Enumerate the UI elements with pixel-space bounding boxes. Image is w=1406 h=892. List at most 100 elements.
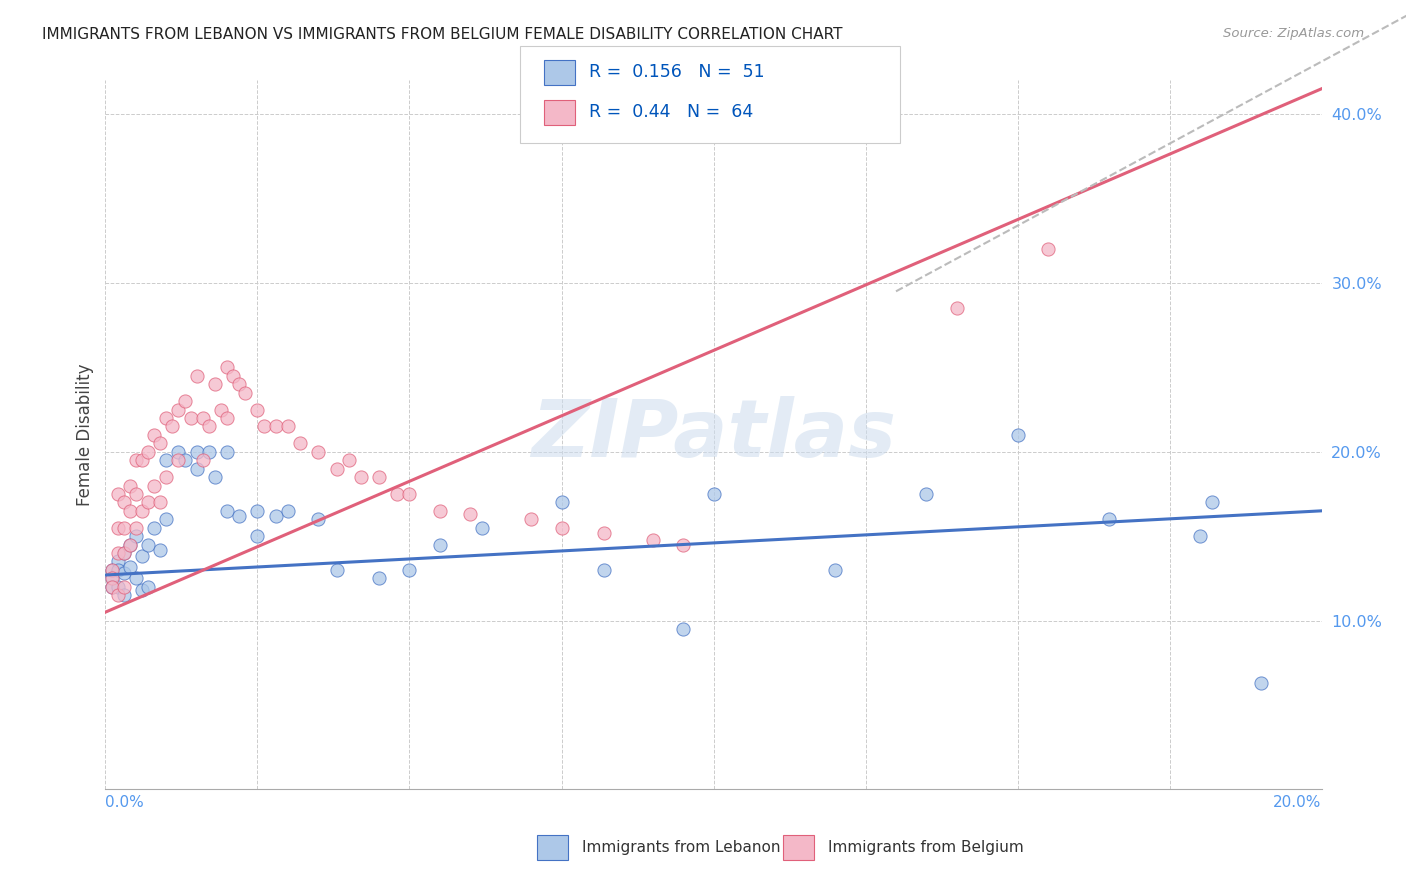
Point	[672, 538, 695, 552]
Point	[100, 571, 122, 585]
Point	[520, 512, 543, 526]
Point	[398, 563, 420, 577]
Point	[155, 453, 177, 467]
Point	[118, 478, 141, 492]
Point	[471, 521, 494, 535]
Point	[186, 368, 208, 383]
Point	[136, 580, 159, 594]
Point	[204, 377, 226, 392]
Point	[107, 580, 129, 594]
Point	[155, 411, 177, 425]
Point	[233, 385, 256, 400]
Point	[191, 453, 214, 467]
Point	[593, 563, 616, 577]
Point	[131, 504, 153, 518]
Point	[209, 402, 232, 417]
Point	[149, 436, 172, 450]
Point	[387, 487, 409, 501]
Point	[112, 566, 135, 581]
Point	[325, 563, 347, 577]
Point	[136, 538, 159, 552]
Point	[429, 504, 451, 518]
Point	[429, 538, 451, 552]
Point	[550, 521, 572, 535]
Point	[100, 580, 122, 594]
Point	[191, 411, 214, 425]
Point	[100, 563, 122, 577]
Point	[641, 533, 664, 547]
Point	[824, 563, 846, 577]
Point	[167, 453, 190, 467]
Point	[173, 394, 195, 409]
Point	[217, 360, 239, 375]
Point	[173, 453, 195, 467]
Text: 20.0%: 20.0%	[1274, 796, 1322, 810]
Text: Source: ZipAtlas.com: Source: ZipAtlas.com	[1223, 27, 1364, 40]
Point	[118, 504, 141, 518]
Point	[945, 301, 967, 316]
Point	[118, 538, 141, 552]
Point	[143, 428, 166, 442]
Point	[167, 402, 190, 417]
Point	[368, 470, 391, 484]
Point	[100, 563, 122, 577]
Point	[131, 583, 153, 598]
Point	[118, 538, 141, 552]
Point	[112, 546, 135, 560]
Point	[915, 487, 938, 501]
Point	[368, 571, 391, 585]
Point	[222, 368, 245, 383]
Point	[264, 508, 287, 523]
Point	[702, 487, 725, 501]
Point	[107, 563, 129, 577]
Point	[125, 571, 148, 585]
Point	[458, 507, 481, 521]
Point	[264, 419, 287, 434]
Point	[100, 571, 122, 585]
Text: IMMIGRANTS FROM LEBANON VS IMMIGRANTS FROM BELGIUM FEMALE DISABILITY CORRELATION: IMMIGRANTS FROM LEBANON VS IMMIGRANTS FR…	[42, 27, 842, 42]
Point	[136, 495, 159, 509]
Point	[1201, 495, 1223, 509]
Y-axis label: Female Disability: Female Disability	[76, 364, 94, 506]
Point	[593, 525, 616, 540]
Point	[350, 470, 373, 484]
Point	[107, 554, 129, 568]
Point	[228, 508, 250, 523]
Text: Immigrants from Lebanon: Immigrants from Lebanon	[582, 840, 780, 855]
Point	[149, 495, 172, 509]
Point	[550, 495, 572, 509]
Point	[112, 588, 135, 602]
Point	[1036, 242, 1059, 256]
Point	[277, 504, 299, 518]
Point	[131, 453, 153, 467]
Point	[186, 461, 208, 475]
Point	[246, 529, 269, 543]
Point	[337, 453, 360, 467]
Point	[217, 411, 239, 425]
Point	[107, 521, 129, 535]
Point	[125, 487, 148, 501]
Point	[107, 588, 129, 602]
Point	[180, 411, 202, 425]
Point	[112, 495, 135, 509]
Text: 0.0%: 0.0%	[105, 796, 145, 810]
Point	[672, 622, 695, 636]
Point	[1098, 512, 1121, 526]
Point	[167, 444, 190, 458]
Point	[217, 444, 239, 458]
Point	[198, 419, 221, 434]
Text: Immigrants from Belgium: Immigrants from Belgium	[828, 840, 1024, 855]
Point	[186, 444, 208, 458]
Point	[1250, 676, 1272, 690]
Point	[143, 478, 166, 492]
Point	[125, 529, 148, 543]
Point	[1007, 428, 1029, 442]
Point	[155, 470, 177, 484]
Text: R =  0.44   N =  64: R = 0.44 N = 64	[589, 103, 754, 121]
Point	[118, 559, 141, 574]
Point	[246, 402, 269, 417]
Point	[107, 546, 129, 560]
Point	[288, 436, 311, 450]
Point	[112, 521, 135, 535]
Point	[162, 419, 184, 434]
